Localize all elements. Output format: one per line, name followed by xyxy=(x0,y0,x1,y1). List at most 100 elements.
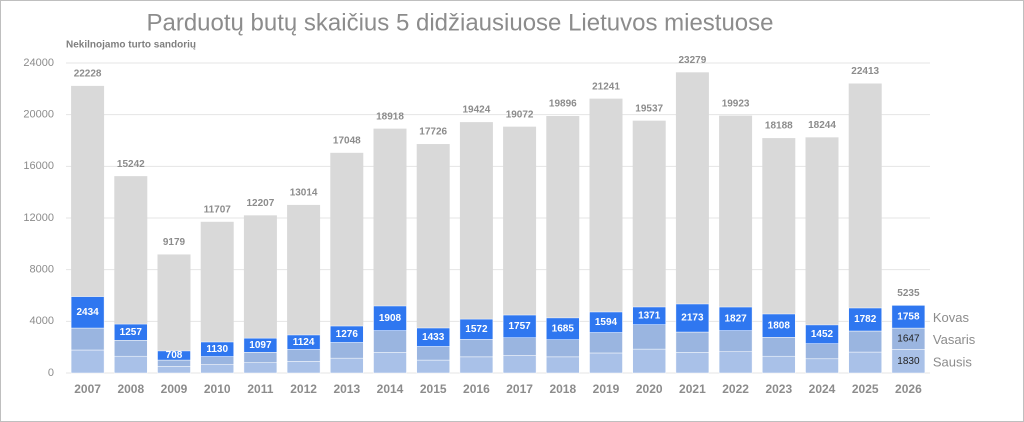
total-label: 22413 xyxy=(851,66,879,77)
segment xyxy=(762,337,796,357)
segment xyxy=(502,355,537,374)
total-label: 11707 xyxy=(204,204,232,215)
value-label: 1572 xyxy=(465,324,488,335)
value-label: 1908 xyxy=(379,313,402,324)
segment xyxy=(632,306,666,325)
value-label: 2434 xyxy=(76,307,99,318)
x-tick-label: 2014 xyxy=(377,382,404,396)
segment xyxy=(70,349,105,374)
value-label: 1452 xyxy=(811,329,834,340)
segment xyxy=(762,313,796,338)
segment xyxy=(546,317,580,340)
value-label: 1257 xyxy=(120,327,143,338)
segment xyxy=(373,305,407,331)
segment xyxy=(157,350,191,361)
value-label: 1124 xyxy=(293,337,315,348)
segment xyxy=(589,311,623,333)
segment xyxy=(200,356,234,365)
segment xyxy=(200,364,234,374)
segment xyxy=(502,314,537,338)
y-tick-label: 4000 xyxy=(30,315,54,327)
x-tick-label: 2011 xyxy=(247,382,273,396)
legend-label: Sausis xyxy=(933,355,973,370)
segment xyxy=(718,330,753,352)
x-tick-label: 2015 xyxy=(420,382,447,396)
total-label: 17726 xyxy=(419,127,447,138)
x-tick-label: 2012 xyxy=(290,382,317,396)
value-label: 1830 xyxy=(897,356,920,367)
segment xyxy=(632,324,666,350)
segment xyxy=(459,318,494,340)
x-tick-label: 2008 xyxy=(117,382,144,396)
y-tick-label: 16000 xyxy=(23,160,54,172)
x-tick-label: 2022 xyxy=(722,382,749,396)
segment xyxy=(330,357,364,374)
segment xyxy=(373,330,407,353)
value-label: 1433 xyxy=(422,332,445,343)
value-label: 1371 xyxy=(638,310,661,321)
x-tick-label: 2013 xyxy=(333,382,360,396)
x-tick-label: 2010 xyxy=(204,382,231,396)
x-tick-label: 2025 xyxy=(852,382,879,396)
segment xyxy=(502,337,537,356)
y-tick-label: 0 xyxy=(48,367,54,379)
total-label: 19537 xyxy=(635,103,663,114)
x-tick-label: 2016 xyxy=(463,382,490,396)
segment xyxy=(848,307,882,332)
y-tick-label: 24000 xyxy=(23,57,54,69)
value-label: 708 xyxy=(166,350,183,361)
total-label: 12207 xyxy=(246,198,274,209)
x-tick-label: 2026 xyxy=(895,382,922,396)
total-label: 5235 xyxy=(897,288,920,299)
segment xyxy=(546,339,580,358)
x-tick-label: 2017 xyxy=(506,382,533,396)
x-tick-label: 2007 xyxy=(74,382,101,396)
segment xyxy=(416,359,450,374)
segment xyxy=(416,327,450,347)
total-label: 19072 xyxy=(506,109,534,120)
segment xyxy=(200,341,234,357)
segment xyxy=(330,325,364,343)
total-label: 19896 xyxy=(549,99,577,110)
segment xyxy=(762,355,796,374)
y-tick-label: 20000 xyxy=(23,109,54,121)
total-label: 17048 xyxy=(333,135,361,146)
segment xyxy=(718,306,753,331)
segment xyxy=(891,305,926,329)
total-label: 23279 xyxy=(678,55,706,66)
segment xyxy=(373,352,407,374)
x-tick-label: 2019 xyxy=(593,382,620,396)
segment xyxy=(805,324,839,344)
total-label: 19923 xyxy=(722,98,750,109)
segment xyxy=(416,346,450,361)
segment xyxy=(546,356,580,374)
y-tick-label: 8000 xyxy=(30,264,54,276)
value-label: 1808 xyxy=(768,320,791,331)
segment xyxy=(70,296,105,329)
total-label: 9179 xyxy=(163,237,186,248)
segment xyxy=(675,303,710,333)
segment xyxy=(718,351,753,374)
total-label: 22228 xyxy=(74,69,102,80)
segment xyxy=(114,323,148,341)
segment xyxy=(243,337,278,353)
total-label: 13014 xyxy=(290,188,318,199)
segment xyxy=(459,356,494,374)
segment xyxy=(243,362,278,374)
value-label: 1757 xyxy=(508,321,531,332)
value-label: 1782 xyxy=(854,314,877,325)
legend-label: Kovas xyxy=(933,310,970,325)
total-label: 15242 xyxy=(117,159,145,170)
segment xyxy=(589,332,623,354)
segment xyxy=(589,352,623,374)
value-label: 1685 xyxy=(552,323,575,334)
segment xyxy=(675,352,710,374)
segment xyxy=(286,361,321,374)
segment xyxy=(675,331,710,353)
value-label: 1594 xyxy=(595,317,618,328)
x-tick-label: 2009 xyxy=(161,382,188,396)
segment xyxy=(459,339,494,358)
segment xyxy=(805,343,839,360)
total-label: 19424 xyxy=(462,105,490,116)
